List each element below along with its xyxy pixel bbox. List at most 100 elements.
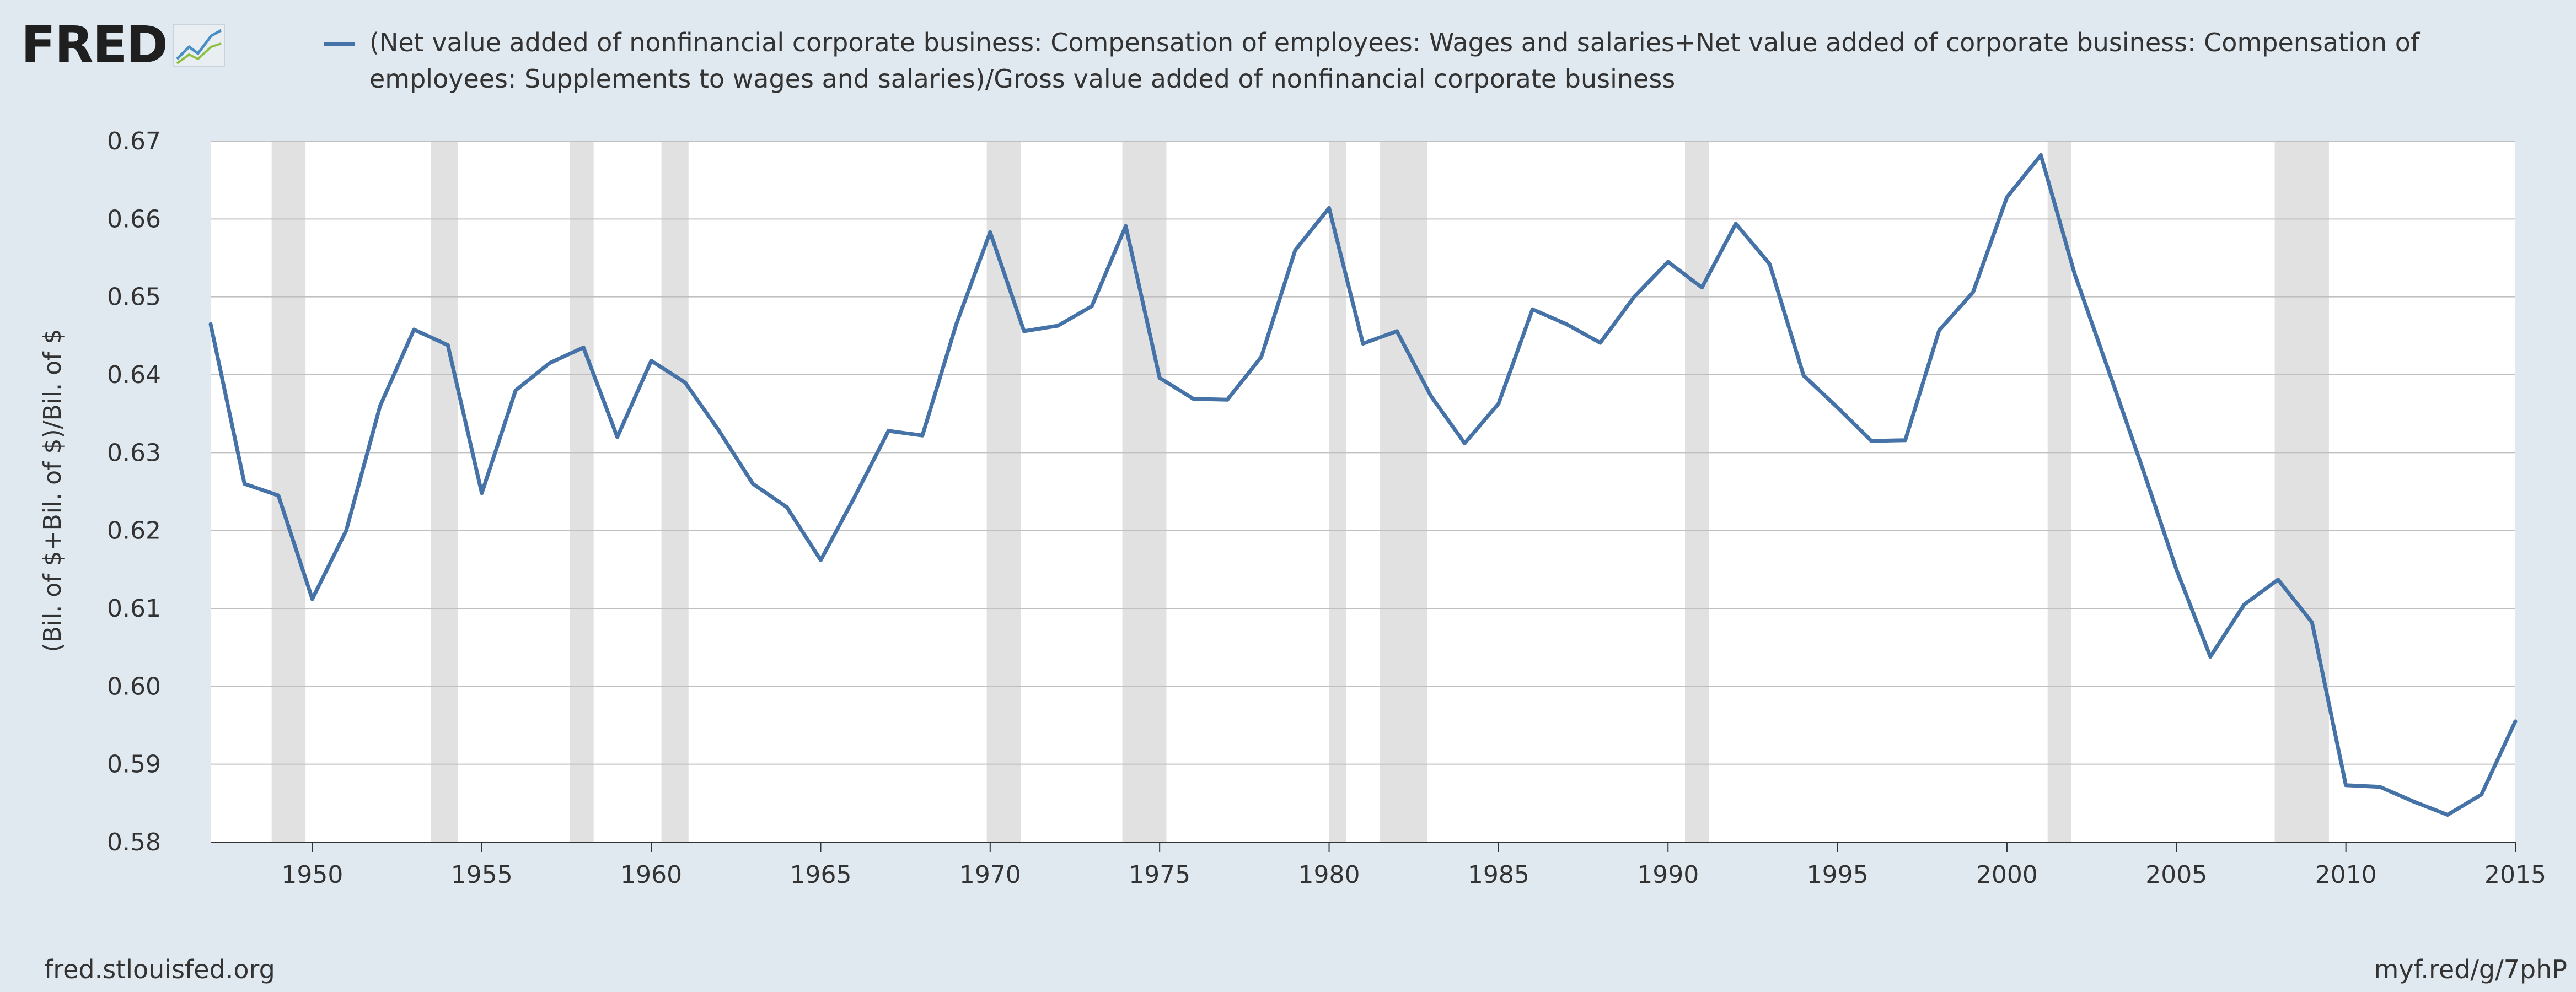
data-point (2005, 195, 2009, 200)
legend-series-swatch (324, 42, 355, 46)
y-axis-label: (Bil. of $+Bil. of $)/Bil. of $ (39, 328, 67, 652)
y-tick-label: 0.67 (107, 127, 161, 155)
data-point (1530, 307, 1534, 311)
x-tick-label: 1990 (1637, 861, 1699, 889)
data-point (276, 493, 281, 498)
recession-bar (1380, 141, 1427, 842)
data-point (1598, 341, 1602, 345)
data-point (344, 529, 348, 533)
y-tick-label: 0.63 (107, 439, 161, 467)
data-point (1700, 285, 1704, 290)
fred-logo-text: FRED (21, 15, 168, 74)
data-point (1971, 290, 1975, 294)
recession-bar (1684, 141, 1709, 842)
data-point (1632, 295, 1636, 299)
data-point (2480, 792, 2484, 797)
x-tick-label: 2015 (2484, 861, 2546, 889)
data-point (548, 361, 552, 365)
data-point (1192, 397, 1196, 401)
data-point (1293, 248, 1297, 252)
x-tick-label: 1955 (451, 861, 513, 889)
recession-shading (271, 141, 2329, 842)
series-points (208, 153, 2518, 817)
data-point (2106, 369, 2111, 373)
data-point (1225, 397, 1230, 402)
data-point (2038, 153, 2043, 157)
y-tick-label: 0.64 (107, 361, 161, 389)
line-chart: 1950 1955 1960 1965 1970 1975 1980 1985 1990 1995… (39, 127, 2546, 889)
data-point (1361, 341, 1365, 346)
data-point (1394, 329, 1399, 333)
data-point (2513, 719, 2518, 724)
x-axis: 1950 1955 1960 1965 1970 1975 1980 1985 1990 1995… (281, 842, 2546, 889)
data-point (988, 230, 992, 234)
y-tick-label: 0.65 (107, 283, 161, 311)
data-point (2208, 655, 2213, 659)
data-point (1903, 438, 1908, 443)
source-link[interactable]: fred.stlouisfed.org (44, 955, 275, 984)
y-tick-label: 0.66 (107, 205, 161, 233)
x-tick-label: 1975 (1129, 861, 1190, 889)
y-tick-label: 0.58 (107, 828, 161, 856)
data-point (2276, 578, 2280, 582)
data-point (1327, 206, 1332, 211)
plot-area (211, 141, 2515, 842)
data-point (581, 346, 586, 350)
x-tick-label: 2010 (2315, 861, 2377, 889)
data-point (717, 429, 721, 433)
data-point (2310, 620, 2314, 624)
data-point (2378, 785, 2382, 789)
recession-bar (2047, 141, 2071, 842)
data-point (1564, 322, 1569, 326)
data-point (1836, 405, 1840, 409)
data-point (1801, 373, 1806, 378)
data-point (1496, 401, 1501, 406)
data-point (2412, 800, 2416, 804)
x-tick-label: 1995 (1807, 861, 1869, 889)
data-point (1259, 354, 1264, 359)
data-point (785, 505, 789, 509)
data-point (1666, 260, 1670, 264)
data-point (310, 597, 314, 601)
recession-bar (986, 141, 1021, 842)
data-point (446, 343, 450, 347)
data-point (2073, 272, 2077, 277)
x-tick-label: 1970 (959, 861, 1021, 889)
data-point (1090, 304, 1094, 309)
data-point (920, 433, 925, 438)
data-point (615, 435, 620, 439)
data-point (1124, 224, 1128, 228)
short-link[interactable]: myf.red/g/7phP (2374, 955, 2567, 984)
data-point (208, 322, 213, 326)
chart-legend: (Net value added of nonfinancial corpora… (324, 24, 2475, 97)
data-point (1429, 393, 1433, 398)
data-point (242, 482, 246, 486)
data-point (513, 388, 518, 392)
x-tick-label: 1980 (1298, 861, 1360, 889)
data-point (1768, 262, 1772, 266)
data-point (1056, 324, 1060, 328)
x-tick-label: 2005 (2145, 861, 2207, 889)
data-point (1869, 439, 1874, 443)
y-tick-label: 0.61 (107, 595, 161, 623)
data-point (2140, 466, 2145, 471)
data-point (1022, 329, 1026, 333)
recession-bar (271, 141, 306, 842)
data-point (1462, 441, 1467, 445)
x-tick-label: 2000 (1976, 861, 2038, 889)
data-point (378, 404, 382, 408)
data-point (683, 380, 688, 385)
fred-logo[interactable]: FRED (21, 20, 226, 71)
x-tick-label: 1965 (790, 861, 851, 889)
data-point (886, 429, 890, 433)
data-point (818, 558, 823, 562)
x-tick-label: 1960 (620, 861, 682, 889)
recession-bar (431, 141, 458, 842)
y-tick-label: 0.60 (107, 672, 161, 700)
data-point (852, 495, 857, 499)
data-point (2445, 813, 2450, 817)
data-point (480, 491, 484, 495)
data-point (751, 482, 755, 486)
data-point (649, 359, 653, 363)
data-point (2174, 567, 2178, 572)
